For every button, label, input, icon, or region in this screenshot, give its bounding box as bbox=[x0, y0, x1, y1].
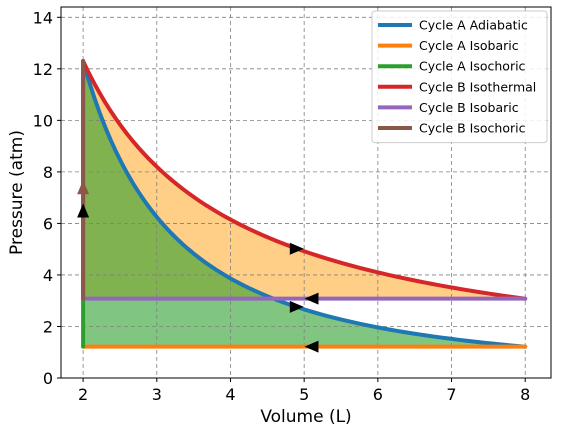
legend-entry-label: Cycle A Adiabatic bbox=[419, 18, 528, 33]
legend-entry-label: Cycle A Isochoric bbox=[419, 59, 526, 74]
cycle-fill-areas bbox=[83, 61, 526, 347]
x-tick-label: 5 bbox=[299, 385, 309, 404]
x-tick-label: 2 bbox=[78, 385, 88, 404]
arrow-marker bbox=[304, 340, 319, 353]
axis-ticks: 2 3 4 5 6 7 8 0 2 4 6 8 10 12 14 bbox=[33, 8, 531, 404]
fill-cycle-b bbox=[83, 61, 526, 299]
arrow-marker bbox=[289, 242, 304, 255]
arrow-marker bbox=[289, 300, 304, 313]
x-tick-label: 6 bbox=[373, 385, 383, 404]
arrow-marker bbox=[77, 203, 90, 218]
plot-frame bbox=[60, 6, 552, 379]
y-tick-label: 4 bbox=[43, 266, 53, 285]
legend-entry-label: Cycle B Isobaric bbox=[419, 100, 519, 115]
legend: Cycle A Adiabatic Cycle A Isobaric Cycle A… bbox=[371, 10, 548, 144]
y-tick-label: 14 bbox=[33, 8, 53, 27]
x-axis-label: Volume (L) bbox=[260, 407, 351, 427]
legend-entry-label: Cycle A Isobaric bbox=[419, 38, 519, 53]
series-cycle-b-isothermal bbox=[81, 59, 528, 301]
arrow-marker bbox=[77, 180, 90, 195]
y-axis-label: Pressure (atm) bbox=[7, 130, 27, 255]
x-tick-label: 8 bbox=[520, 385, 530, 404]
y-tick-label: 12 bbox=[33, 60, 53, 79]
legend-entry-label: Cycle B Isothermal bbox=[419, 79, 536, 94]
y-tick-label: 0 bbox=[43, 369, 53, 388]
y-tick-label: 6 bbox=[43, 214, 53, 233]
legend-entry-label: Cycle B Isochoric bbox=[419, 121, 526, 136]
y-tick-label: 10 bbox=[33, 111, 53, 130]
x-tick-label: 3 bbox=[152, 385, 162, 404]
y-tick-label: 2 bbox=[43, 317, 53, 336]
x-tick-label: 4 bbox=[225, 385, 235, 404]
legend-box bbox=[371, 10, 548, 144]
x-tick-label: 7 bbox=[446, 385, 456, 404]
direction-arrows bbox=[77, 180, 319, 353]
arrow-marker bbox=[304, 292, 319, 305]
fill-cycle-a bbox=[83, 61, 526, 347]
y-tick-label: 8 bbox=[43, 163, 53, 182]
series-cycle-a-adiabatic bbox=[81, 59, 528, 349]
